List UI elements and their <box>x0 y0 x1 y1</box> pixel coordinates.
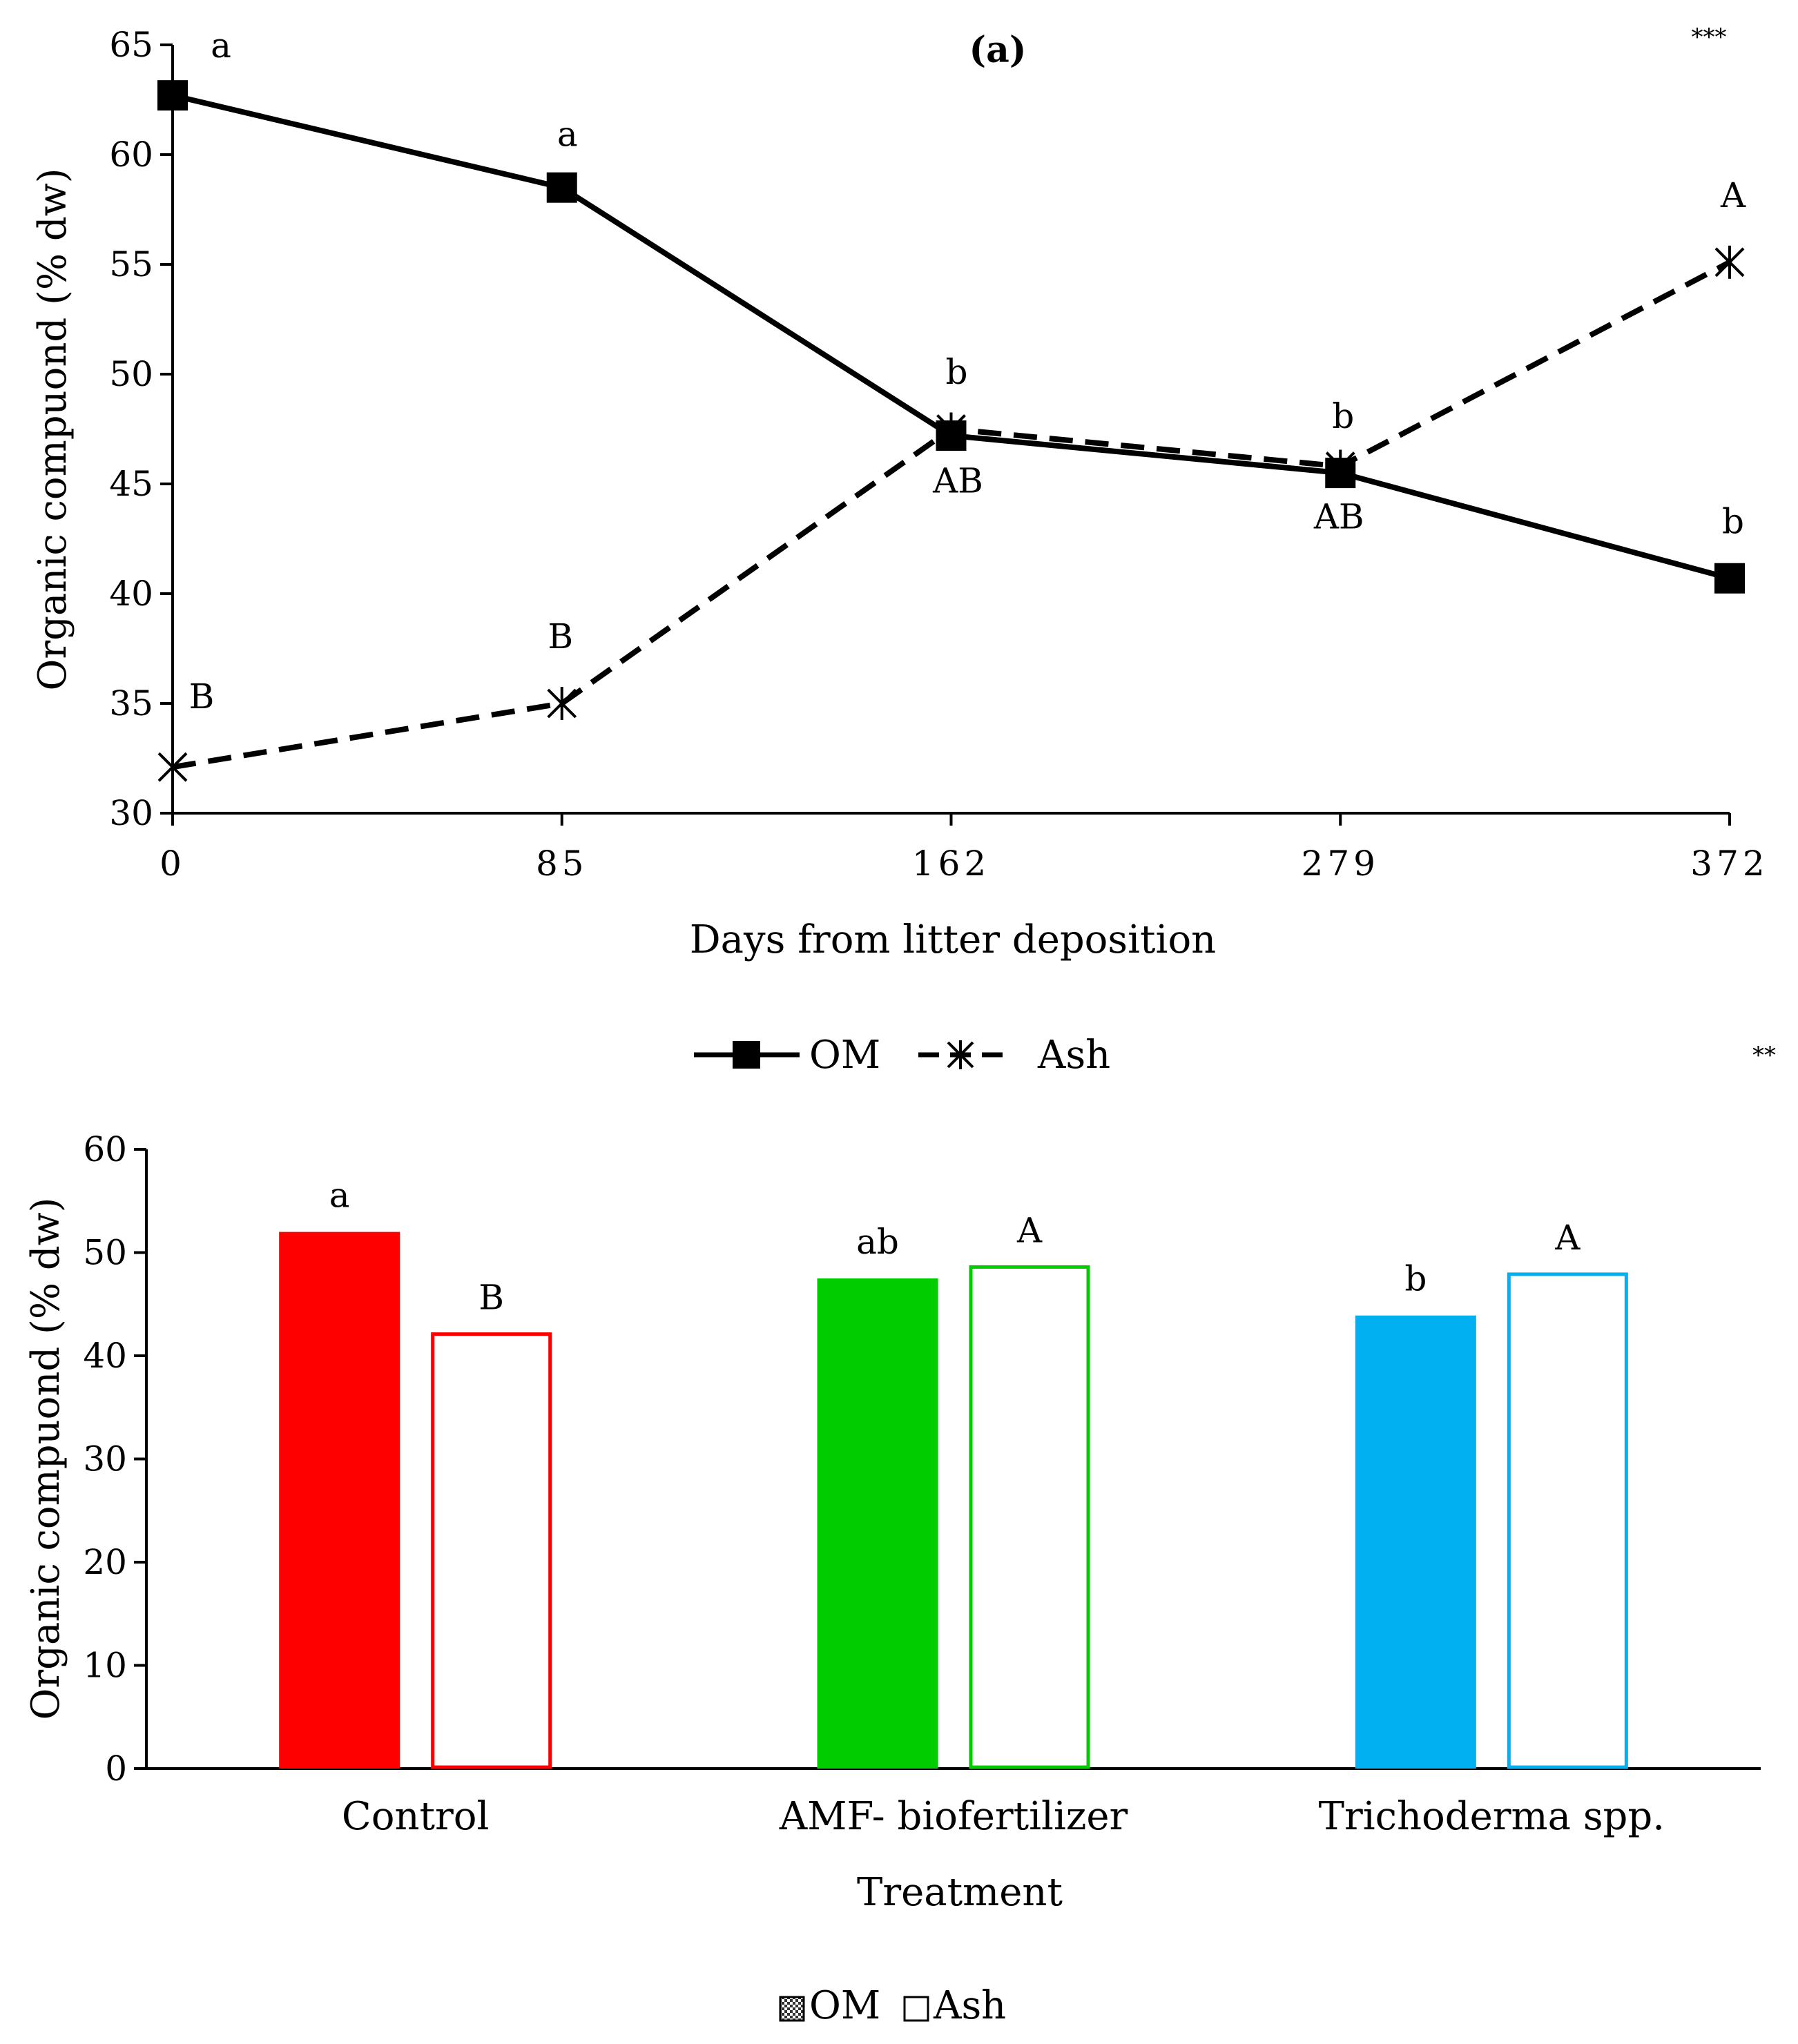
legend-ash-label: Ash <box>1037 1033 1110 1078</box>
line-chart-y-title: Organic compuond (% dw) <box>30 168 75 690</box>
line-chart-x-title: Days from litter deposition <box>690 917 1217 962</box>
ash-letter: AB <box>1313 497 1364 537</box>
bar-letter: b <box>1404 1259 1427 1299</box>
om-point <box>936 420 967 451</box>
ash-point <box>157 750 188 784</box>
y-tick-label: 50 <box>109 354 153 394</box>
ash-letter: B <box>548 616 573 656</box>
om-point <box>157 80 188 111</box>
legend-ash-marker <box>947 1040 974 1069</box>
bar-chart-legend: OM Ash <box>779 1983 1006 2028</box>
x-tick-label: 162 <box>912 844 990 884</box>
y-tick-label: 30 <box>109 793 153 833</box>
bar-legend-ash-label: Ash <box>933 1983 1006 2028</box>
bar-legend-om-label: OM <box>809 1983 880 2028</box>
y-tick-label: 10 <box>83 1646 127 1686</box>
bar-letter: A <box>1016 1210 1043 1250</box>
bar-ash <box>431 1332 552 1769</box>
x-tick-label: 0 <box>160 844 186 884</box>
ash-letter: A <box>1720 175 1746 215</box>
ash-letter: B <box>189 677 215 717</box>
bar-om <box>817 1278 938 1769</box>
line-chart-letters: a a b b b B B AB AB A <box>189 26 1746 717</box>
y-tick-label: 0 <box>105 1749 127 1789</box>
om-letter: b <box>1722 502 1744 542</box>
om-letter: b <box>945 352 967 392</box>
y-tick-label: 55 <box>109 244 153 284</box>
bar-chart-x-title: Treatment <box>857 1870 1063 1915</box>
line-chart-legend: OM Ash <box>694 1033 1110 1078</box>
bar-ash <box>969 1265 1090 1769</box>
legend-om-swatch <box>779 1996 805 2022</box>
bar-om <box>1355 1315 1476 1769</box>
om-letter: a <box>557 115 578 155</box>
y-tick-label: 45 <box>109 464 153 504</box>
bar-letter: A <box>1554 1218 1580 1258</box>
legend-ash-swatch <box>903 1996 929 2022</box>
om-point <box>1325 458 1356 489</box>
y-tick-label: 35 <box>109 683 153 723</box>
x-tick-label: Trichoderma spp. <box>1319 1794 1665 1839</box>
y-tick-label: 50 <box>83 1233 127 1273</box>
legend-om-label: OM <box>809 1033 880 1078</box>
ash-point <box>1714 245 1745 279</box>
bar-letter: a <box>329 1176 350 1216</box>
x-tick-label: 372 <box>1690 844 1768 884</box>
y-tick-label: 65 <box>109 25 153 65</box>
bar-chart: 0 10 20 30 40 50 60 a Bab Ab A Control AMF- biofer… <box>23 1042 1776 2028</box>
om-letter: a <box>211 26 231 66</box>
x-tick-label: AMF- biofertilizer <box>779 1794 1128 1839</box>
om-letter: b <box>1332 396 1354 436</box>
line-chart-significance: *** <box>1692 23 1727 51</box>
x-tick-label: 279 <box>1302 844 1380 884</box>
y-tick-label: 40 <box>83 1336 127 1376</box>
x-tick-label: Control <box>342 1794 490 1839</box>
line-chart-y-ticks: 30 35 40 45 50 55 60 65 <box>109 25 173 833</box>
ash-letter: AB <box>932 461 983 501</box>
bar-letter: B <box>478 1278 504 1318</box>
series-line-om <box>172 93 1731 581</box>
bar-chart-y-ticks: 0 10 20 30 40 50 60 <box>83 1129 146 1789</box>
bar-chart-significance: ** <box>1752 1042 1776 1069</box>
line-chart: 30 35 40 45 50 55 60 65 0 85 162 279 372 a a b b b B B AB A… <box>30 23 1768 1078</box>
ash-point <box>547 687 577 720</box>
line-chart-series <box>157 80 1745 784</box>
om-point <box>1714 563 1745 594</box>
bar-chart-y-title: Organic compuond (% dw) <box>23 1197 68 1720</box>
bar-letter: ab <box>856 1222 899 1262</box>
bar-chart-x-ticks: Control AMF- biofertilizer Trichoderma spp… <box>342 1794 1665 1839</box>
x-tick-label: 85 <box>536 844 588 884</box>
y-tick-label: 30 <box>83 1439 127 1479</box>
panel-label: (a) <box>969 29 1027 71</box>
line-chart-x-ticks: 0 85 162 279 372 <box>160 813 1768 884</box>
bar-chart-letters: a Bab Ab A <box>329 1176 1581 1318</box>
bar-om <box>279 1232 400 1769</box>
om-point <box>546 172 577 203</box>
y-tick-label: 60 <box>83 1129 127 1169</box>
bar-ash <box>1507 1272 1628 1769</box>
y-tick-label: 60 <box>109 135 153 175</box>
legend-om-marker <box>733 1041 760 1069</box>
y-tick-label: 40 <box>109 574 153 614</box>
y-tick-label: 20 <box>83 1542 127 1582</box>
bar-chart-bars <box>279 1232 1628 1769</box>
